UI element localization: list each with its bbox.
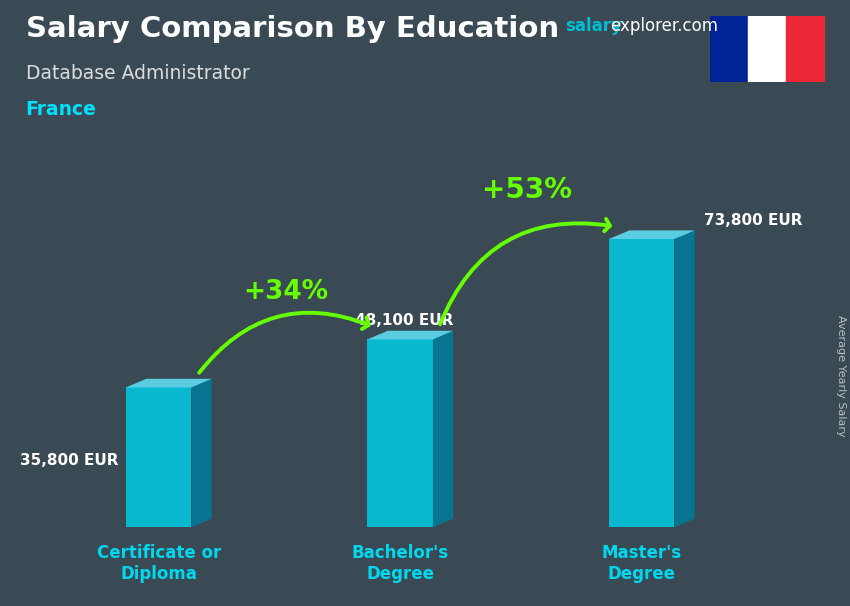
Text: 73,800 EUR: 73,800 EUR xyxy=(704,213,802,228)
Polygon shape xyxy=(126,379,212,387)
Bar xyxy=(786,16,824,82)
Text: 35,800 EUR: 35,800 EUR xyxy=(20,453,118,468)
Text: France: France xyxy=(26,100,96,119)
Polygon shape xyxy=(126,387,191,527)
Polygon shape xyxy=(191,379,212,527)
Text: +53%: +53% xyxy=(482,176,572,204)
Text: Salary Comparison By Education: Salary Comparison By Education xyxy=(26,15,558,43)
Bar xyxy=(710,16,748,82)
Text: Average Yearly Salary: Average Yearly Salary xyxy=(836,315,846,436)
Polygon shape xyxy=(675,230,694,527)
Text: explorer.com: explorer.com xyxy=(610,17,718,35)
Polygon shape xyxy=(367,339,433,527)
Polygon shape xyxy=(609,239,675,527)
Polygon shape xyxy=(433,331,453,527)
Bar xyxy=(748,16,786,82)
Text: salary: salary xyxy=(565,17,622,35)
Polygon shape xyxy=(367,331,453,339)
Text: +34%: +34% xyxy=(243,279,328,305)
Text: Database Administrator: Database Administrator xyxy=(26,64,249,82)
Polygon shape xyxy=(609,230,694,239)
Text: 48,100 EUR: 48,100 EUR xyxy=(355,313,453,328)
